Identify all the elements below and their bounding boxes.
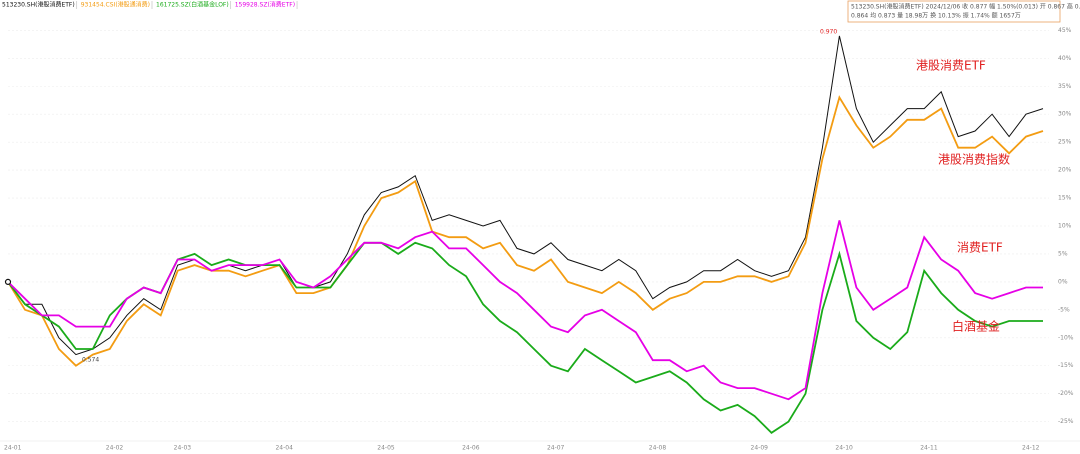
y-tick-label: 5% <box>1058 250 1068 257</box>
y-tick-label: -20% <box>1058 390 1074 397</box>
y-tick-label: 45% <box>1058 27 1072 34</box>
y-tick-label: 35% <box>1058 83 1072 90</box>
y-tick-label: -5% <box>1058 306 1070 313</box>
y-tick-label: 10% <box>1058 223 1072 230</box>
info-line: 0.864 均 0.873 量 18.98万 换 10.13% 振 1.74% … <box>851 12 1021 20</box>
series-line <box>7 220 1043 401</box>
annotation: 港股消费ETF <box>916 59 986 73</box>
series-line <box>7 35 1044 356</box>
x-tick-label: 24-03 <box>174 445 192 452</box>
y-tick-label: 30% <box>1058 111 1072 118</box>
x-tick-label: 24-10 <box>835 445 853 452</box>
x-tick-label: 24-06 <box>462 445 480 452</box>
legend-entry: 931454.CSI(港股通消费) <box>81 1 150 9</box>
start-marker <box>4 278 12 285</box>
x-tick-label: 24-01 <box>4 445 22 452</box>
info-line: 513230.SH(港股消费ETF) 2024/12/06 收 0.877 幅 … <box>851 3 1080 11</box>
y-tick-label: -25% <box>1058 418 1074 425</box>
x-tick-label: 24-07 <box>547 445 565 452</box>
y-tick-label: 0% <box>1058 278 1068 285</box>
annotation: 港股消费指数 <box>938 152 1010 167</box>
x-tick-label: 24-11 <box>920 445 938 452</box>
series-line <box>7 241 1043 434</box>
y-tick-label: 40% <box>1058 55 1072 62</box>
y-tick-label: -15% <box>1058 362 1074 369</box>
y-tick-label: 25% <box>1058 139 1072 146</box>
y-tick-label: 20% <box>1058 167 1072 174</box>
series-line <box>7 95 1044 367</box>
x-tick-label: 24-09 <box>751 445 769 452</box>
annotation: 0.970 <box>820 29 837 36</box>
x-tick-label: 24-05 <box>377 445 395 452</box>
x-tick-label: 24-12 <box>1022 445 1040 452</box>
annotation: 0.574 <box>82 357 99 364</box>
y-tick-label: 15% <box>1058 195 1072 202</box>
annotation: 白酒基金 <box>952 319 1000 334</box>
legend-entry: 513230.SH(港股消费ETF) <box>2 1 75 9</box>
legend-entry: 161725.SZ(白酒基金LOF) <box>156 1 229 9</box>
y-tick-label: -10% <box>1058 334 1074 341</box>
info-box <box>847 0 1061 23</box>
annotation: 消费ETF <box>957 241 1003 255</box>
legend-entry: 159928.SZ(消费ETF) <box>235 1 295 9</box>
x-tick-label: 24-04 <box>275 445 293 452</box>
x-tick-label: 24-08 <box>649 445 667 452</box>
x-tick-label: 24-02 <box>106 445 124 452</box>
